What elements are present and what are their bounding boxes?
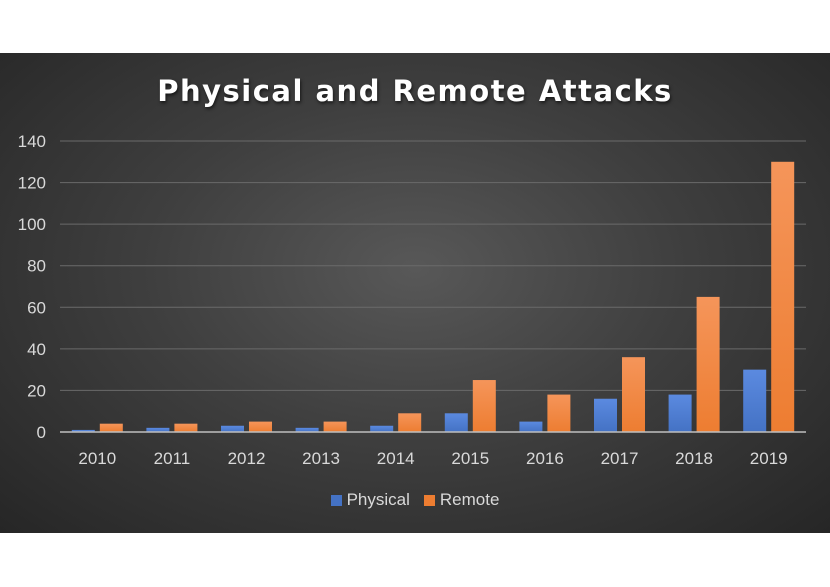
- x-tick-label: 2010: [78, 449, 116, 468]
- bar-physical-2016: [519, 421, 543, 432]
- y-tick-label: 140: [18, 132, 46, 151]
- chart-title: Physical and Remote Attacks: [157, 74, 673, 108]
- bar-physical-2010: [71, 429, 95, 432]
- bar-remote-2014: [398, 413, 422, 432]
- y-tick-label: 100: [18, 215, 46, 234]
- bar-remote-2015: [472, 380, 496, 432]
- x-tick-label: 2013: [302, 449, 340, 468]
- legend-label-physical: Physical: [346, 490, 410, 509]
- bar-physical-2015: [444, 413, 468, 432]
- x-tick-label: 2019: [750, 449, 788, 468]
- legend-swatch-physical: [330, 494, 342, 506]
- x-tick-label: 2011: [154, 449, 191, 468]
- legend-item-remote: Remote: [423, 490, 500, 510]
- x-tick-label: 2018: [675, 449, 713, 468]
- y-tick-label: 120: [18, 174, 46, 193]
- y-tick-label: 80: [27, 257, 46, 276]
- y-tick-label: 20: [27, 381, 46, 400]
- bars: [71, 161, 795, 433]
- bar-physical-2013: [295, 427, 319, 432]
- y-axis-ticks: 0 20 40 60 80 100 120 140: [18, 132, 46, 442]
- bar-physical-2014: [370, 425, 394, 432]
- x-tick-label: 2016: [526, 449, 564, 468]
- bar-remote-2012: [249, 421, 272, 432]
- bar-physical-2012: [221, 425, 244, 432]
- legend-item-physical: Physical: [330, 490, 410, 510]
- legend-label-remote: Remote: [439, 490, 500, 509]
- x-tick-label: 2014: [377, 449, 415, 468]
- bar-physical-2019: [743, 369, 767, 432]
- x-axis-ticks: 2010 2011 2012 2013 2014 2015 2016 2017 2018 2019: [78, 449, 787, 468]
- bar-remote-2017: [622, 357, 645, 432]
- legend-swatch-remote: [423, 494, 435, 506]
- bar-physical-2011: [146, 427, 170, 432]
- chart-panel: [0, 53, 830, 533]
- x-tick-label: 2012: [228, 449, 266, 468]
- y-tick-label: 40: [27, 340, 46, 359]
- bar-remote-2011: [174, 423, 198, 432]
- bar-remote-2016: [547, 394, 571, 432]
- bar-remote-2010: [99, 423, 123, 432]
- x-tick-label: 2017: [601, 449, 639, 468]
- gridlines: [60, 140, 806, 391]
- bar-physical-2017: [594, 398, 617, 432]
- y-tick-label: 0: [37, 423, 46, 442]
- y-tick-label: 60: [27, 298, 46, 317]
- legend: Physical Remote: [0, 490, 830, 510]
- x-tick-label: 2015: [451, 449, 489, 468]
- bar-remote-2013: [323, 421, 347, 432]
- bar-physical-2018: [668, 394, 692, 432]
- bar-remote-2019: [771, 161, 795, 433]
- bar-remote-2018: [696, 296, 720, 432]
